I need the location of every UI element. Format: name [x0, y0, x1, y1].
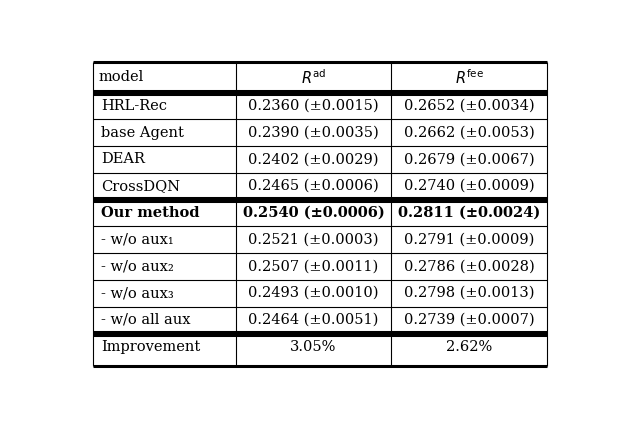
Text: 0.2390 (±0.0035): 0.2390 (±0.0035): [248, 126, 379, 139]
Text: - w/o aux₃: - w/o aux₃: [101, 286, 174, 300]
Text: 2.62%: 2.62%: [446, 340, 492, 354]
Text: 0.2521 (±0.0003): 0.2521 (±0.0003): [248, 233, 379, 247]
Text: 0.2786 (±0.0028): 0.2786 (±0.0028): [404, 259, 535, 273]
Text: 0.2679 (±0.0067): 0.2679 (±0.0067): [404, 152, 535, 166]
Text: 0.2493 (±0.0010): 0.2493 (±0.0010): [248, 286, 379, 300]
Text: 0.2811 (±0.0024): 0.2811 (±0.0024): [398, 206, 540, 220]
Text: 0.2652 (±0.0034): 0.2652 (±0.0034): [404, 99, 535, 113]
Text: $\mathit{R}^{\mathrm{ad}}$: $\mathit{R}^{\mathrm{ad}}$: [301, 68, 326, 86]
Text: 0.2662 (±0.0053): 0.2662 (±0.0053): [404, 126, 535, 139]
Text: CrossDQN: CrossDQN: [101, 179, 180, 193]
Text: 0.2791 (±0.0009): 0.2791 (±0.0009): [404, 233, 534, 247]
Text: 0.2464 (±0.0051): 0.2464 (±0.0051): [248, 313, 379, 327]
Text: - w/o aux₁: - w/o aux₁: [101, 233, 174, 247]
Text: $\mathit{R}^{\mathrm{fee}}$: $\mathit{R}^{\mathrm{fee}}$: [455, 68, 484, 86]
Text: 0.2360 (±0.0015): 0.2360 (±0.0015): [248, 99, 379, 113]
Text: 0.2740 (±0.0009): 0.2740 (±0.0009): [404, 179, 535, 193]
Text: 0.2540 (±0.0006): 0.2540 (±0.0006): [243, 206, 384, 220]
Text: DEAR: DEAR: [101, 152, 145, 166]
Text: 0.2507 (±0.0011): 0.2507 (±0.0011): [248, 259, 379, 273]
Text: - w/o all aux: - w/o all aux: [101, 313, 191, 327]
Text: 0.2402 (±0.0029): 0.2402 (±0.0029): [248, 152, 379, 166]
Text: Improvement: Improvement: [101, 340, 200, 354]
Text: 0.2798 (±0.0013): 0.2798 (±0.0013): [404, 286, 535, 300]
Text: model: model: [99, 70, 144, 84]
Text: base Agent: base Agent: [101, 126, 184, 139]
Text: 3.05%: 3.05%: [290, 340, 337, 354]
Text: HRL-Rec: HRL-Rec: [101, 99, 167, 113]
Text: 0.2739 (±0.0007): 0.2739 (±0.0007): [404, 313, 535, 327]
Text: Our method: Our method: [101, 206, 200, 220]
Text: 0.2465 (±0.0006): 0.2465 (±0.0006): [248, 179, 379, 193]
Text: - w/o aux₂: - w/o aux₂: [101, 259, 174, 273]
